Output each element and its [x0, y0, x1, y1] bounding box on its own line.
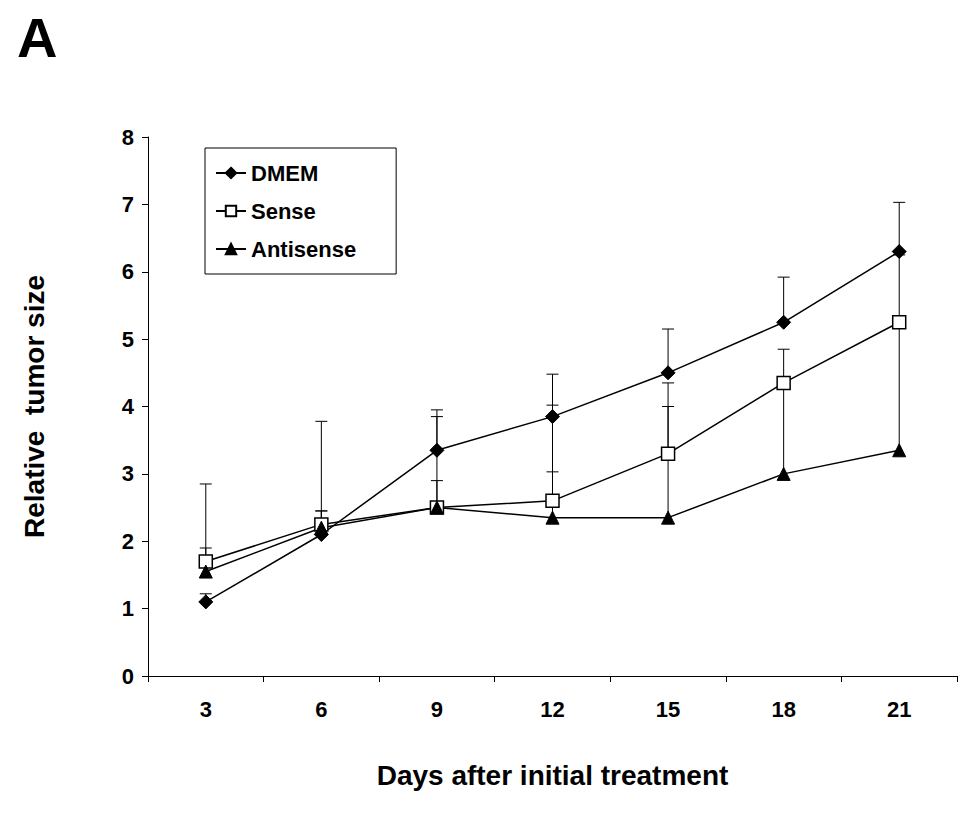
svg-text:8: 8 [122, 125, 134, 150]
svg-text:2: 2 [122, 529, 134, 554]
svg-text:6: 6 [315, 697, 327, 722]
svg-text:5: 5 [122, 327, 134, 352]
svg-text:3: 3 [122, 461, 134, 486]
svg-text:A: A [17, 6, 57, 69]
svg-text:4: 4 [122, 394, 135, 419]
svg-text:15: 15 [656, 697, 680, 722]
svg-text:Sense: Sense [251, 199, 316, 224]
svg-text:9: 9 [431, 697, 443, 722]
svg-text:3: 3 [200, 697, 212, 722]
svg-text:DMEM: DMEM [251, 161, 318, 186]
svg-text:0: 0 [122, 664, 134, 689]
svg-text:Days after initial treatment: Days after initial treatment [377, 760, 729, 791]
svg-text:21: 21 [887, 697, 911, 722]
svg-text:18: 18 [771, 697, 795, 722]
svg-text:1: 1 [122, 596, 134, 621]
svg-text:Relative tumor size: Relative tumor size [19, 275, 50, 538]
svg-text:6: 6 [122, 259, 134, 284]
svg-text:12: 12 [540, 697, 564, 722]
svg-text:Antisense: Antisense [251, 237, 356, 262]
svg-text:7: 7 [122, 192, 134, 217]
